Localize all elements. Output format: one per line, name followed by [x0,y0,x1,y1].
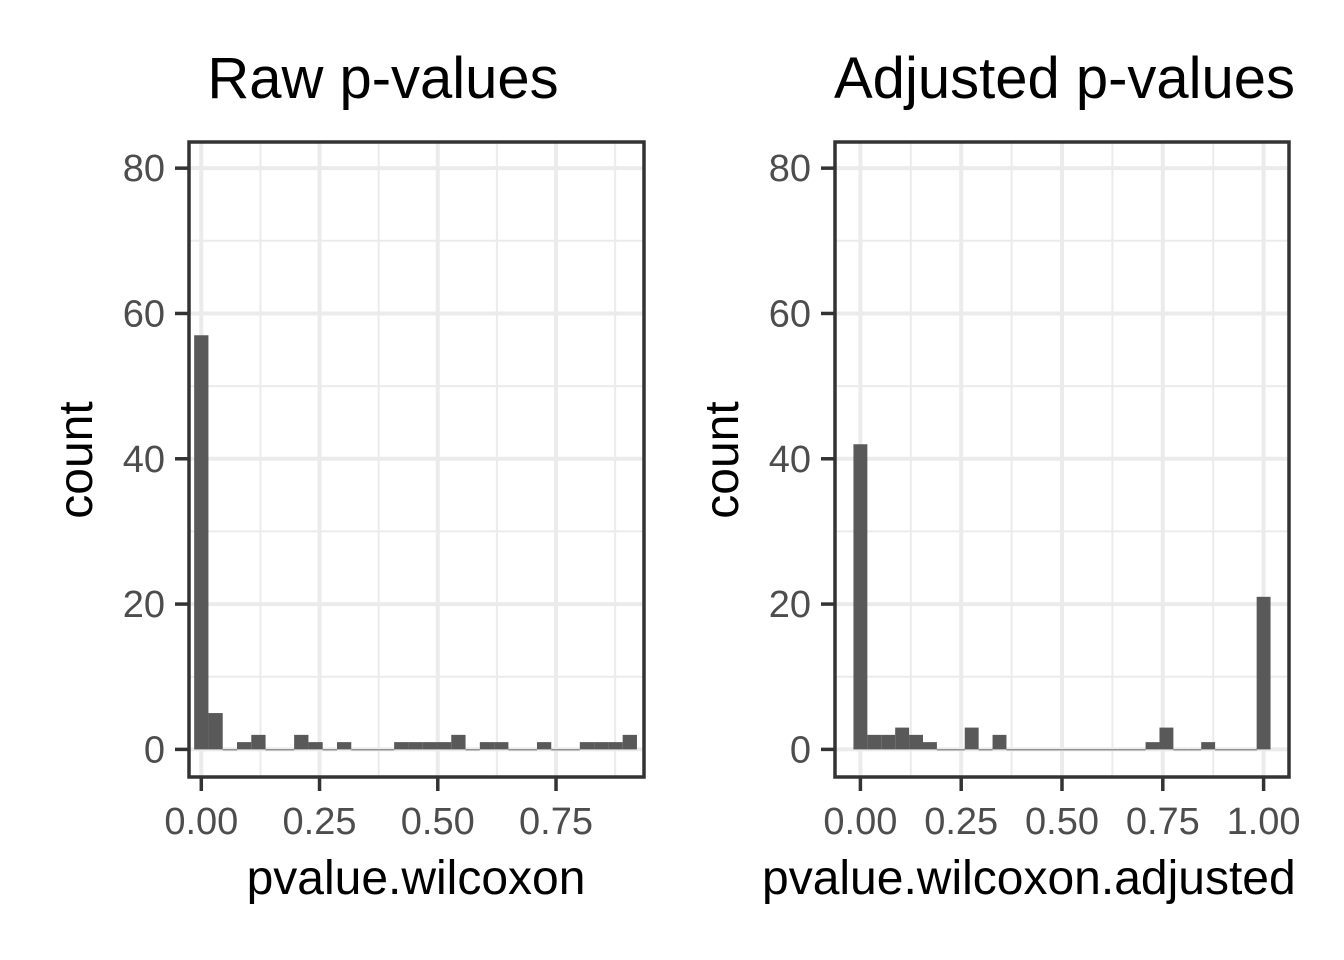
gridlines [189,142,644,777]
histogram-bar [1117,749,1132,751]
x-tick-label: 0.25 [283,801,357,843]
histogram-bar [1131,749,1146,751]
y-axis-title: count [696,401,749,518]
histogram-bar [922,742,937,750]
histogram-bar [451,734,466,750]
histogram-bar [322,749,337,751]
chart-title: Adjusted p-values [834,46,1295,111]
histogram-bar [881,734,896,750]
y-tick-label: 0 [790,729,811,771]
histogram-bar [1062,749,1077,751]
histogram-bar [408,742,423,750]
y-tick-label: 20 [123,584,165,626]
histogram-bar [1048,749,1063,751]
histogram-bars [194,335,637,751]
y-tick-label: 40 [769,439,811,481]
histogram-bar [536,742,552,750]
y-tick-label: 40 [123,439,165,481]
histogram-bar [853,444,868,750]
histogram-bar [565,749,580,751]
gridlines [835,142,1289,777]
histogram-bar [978,749,993,751]
histogram-bar [436,742,452,750]
histogram-bar [950,749,965,751]
histogram-bar [308,742,323,750]
x-tick-label: 0.25 [924,801,998,843]
histogram-bar [265,749,280,751]
histogram-bar [494,742,509,750]
x-axis-title: pvalue.wilcoxon [247,852,586,905]
histogram-bar [1229,749,1243,751]
histogram-bar [551,749,566,751]
histogram-bar [422,742,437,750]
adjusted-pvalues-panel: Adjusted p-values pvalue.wilcoxon.adjust… [696,46,1301,905]
histogram-bar [1089,749,1104,751]
histogram-bar [936,749,951,751]
histogram-bar [222,749,238,751]
histogram-bar [1006,749,1021,751]
x-tick-label: 0.75 [519,801,593,843]
histogram-bar [1034,749,1049,751]
y-tick-label: 60 [769,293,811,335]
histogram-bar [579,742,595,750]
histogram-bar [194,335,209,750]
histogram-bar [1242,749,1257,751]
x-tick-label: 0.50 [1025,801,1099,843]
y-tick-label: 80 [769,148,811,190]
raw-pvalues-panel: Raw p-values pvalue.wilcoxon count 0 20 40… [50,46,646,905]
histogram-bar [964,727,979,750]
x-tick-label: 0.00 [823,801,897,843]
histogram-bar [294,734,309,750]
histogram-bar [1256,596,1271,750]
histogram-bar [279,749,295,751]
histogram-bar [379,749,395,751]
histogram-bar [909,734,923,750]
histogram-bar [522,749,537,751]
x-tick-label: 0.50 [401,801,475,843]
histogram-bar [895,727,910,750]
histogram-bar [1020,749,1035,751]
histogram-bar [867,734,882,750]
y-tick-label: 80 [123,148,165,190]
histogram-bar [1145,742,1160,750]
x-tick-label: 0.75 [1126,801,1200,843]
histogram-bar [622,734,637,750]
histogram-bar [1076,749,1090,751]
histogram-bar [508,749,523,751]
histogram-bar [351,749,366,751]
histogram-bar [594,742,609,750]
histogram-bar [1187,749,1202,751]
histogram-bar [394,742,409,750]
x-tick-label: 0.00 [164,801,238,843]
histogram-bar [992,734,1007,750]
y-tick-label: 60 [123,293,165,335]
x-axis-title: pvalue.wilcoxon.adjusted [762,852,1296,905]
x-tick-label: 1.00 [1227,801,1301,843]
histogram-bar [1159,727,1174,750]
histogram-bar [1201,742,1216,750]
y-tick-label: 20 [769,584,811,626]
histogram-bar [251,734,266,750]
histogram-bar [365,749,380,751]
histogram-bar [1215,749,1230,751]
histogram-bar [608,742,623,750]
histogram-bar [1173,749,1188,751]
histogram-bar [336,742,352,750]
y-axis-title: count [50,401,103,518]
histogram-bar [237,742,252,750]
histogram-bar [1103,749,1118,751]
histogram-bar [465,749,480,751]
y-tick-label: 0 [144,729,165,771]
histogram-bar [208,713,223,750]
histogram-bar [479,742,495,750]
chart-title: Raw p-values [207,46,558,111]
histogram-bars [853,444,1271,751]
